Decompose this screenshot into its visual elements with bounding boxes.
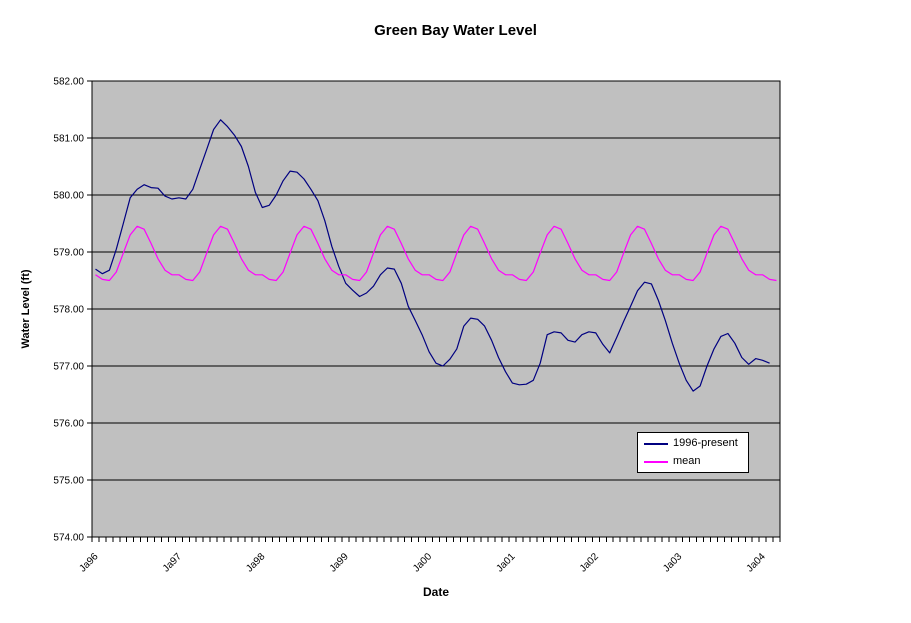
x-axis-title: Date — [422, 585, 450, 599]
y-tick-label: 574.00 — [53, 533, 84, 544]
y-tick-label: 582.00 — [53, 77, 84, 88]
x-tick-label: Ja96 — [77, 551, 100, 574]
legend-line-swatch-mean — [644, 460, 668, 463]
y-tick-label: 576.00 — [53, 419, 84, 430]
legend-item-mean: mean — [644, 456, 748, 467]
x-tick-label: Ja97 — [161, 551, 184, 574]
x-tick-label: Ja01 — [494, 551, 517, 574]
y-tick-label: 581.00 — [53, 134, 84, 145]
x-tick-label: Ja99 — [328, 551, 351, 574]
y-tick-label: 579.00 — [53, 248, 84, 259]
x-tick-label: Ja00 — [411, 551, 434, 574]
legend-box: 1996-present mean — [637, 432, 749, 473]
legend-item-1996-present: 1996-present — [644, 438, 748, 449]
y-tick-label: 580.00 — [53, 191, 84, 202]
x-tick-label: Ja04 — [745, 551, 768, 574]
x-tick-label: Ja02 — [578, 551, 601, 574]
y-tick-label: 578.00 — [53, 305, 84, 316]
x-tick-label: Ja98 — [244, 551, 267, 574]
y-tick-label: 577.00 — [53, 362, 84, 373]
series-line-mean — [95, 225, 777, 282]
chart-title: Green Bay Water Level — [374, 22, 537, 39]
legend-label-1996-present: 1996-present — [673, 437, 738, 449]
legend-label-mean: mean — [673, 455, 701, 467]
x-tick-label: Ja03 — [661, 551, 684, 574]
series-line-1996-present — [95, 119, 770, 392]
legend-line-swatch-1996-present — [644, 442, 668, 445]
y-tick-label: 575.00 — [53, 476, 84, 487]
